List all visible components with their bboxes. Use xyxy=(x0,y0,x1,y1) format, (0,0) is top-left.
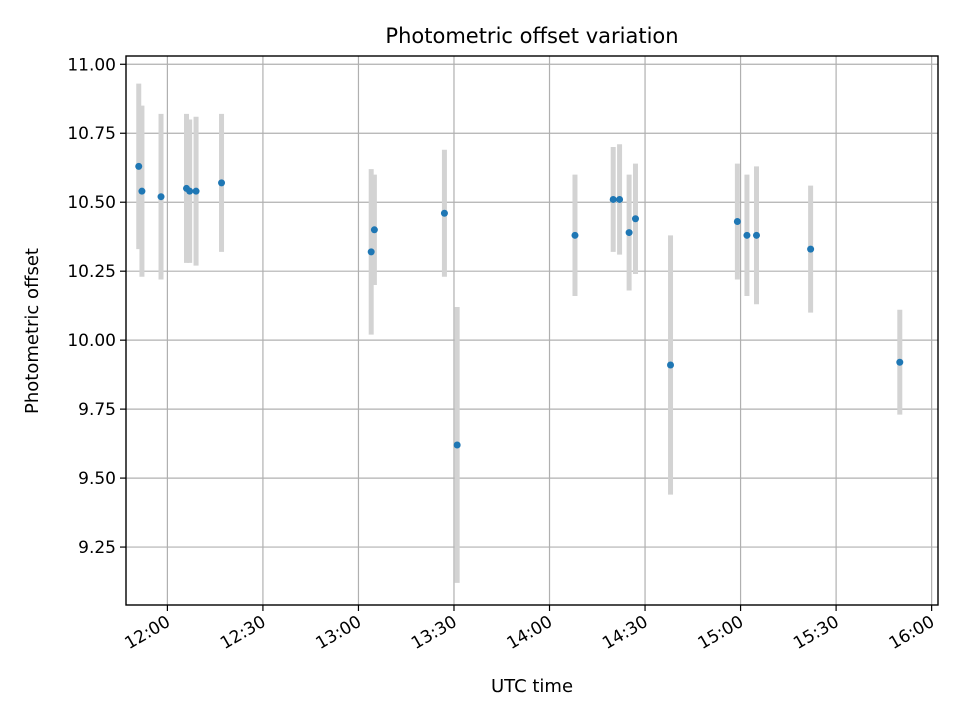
data-point xyxy=(631,215,639,223)
data-point xyxy=(157,193,165,201)
data-point xyxy=(625,229,633,237)
point-layer xyxy=(135,162,904,449)
data-point xyxy=(135,162,143,170)
y-tick-label: 10.75 xyxy=(67,124,116,144)
data-point xyxy=(743,231,751,239)
y-tick-label: 9.75 xyxy=(78,400,116,420)
data-point xyxy=(571,231,579,239)
data-point xyxy=(896,358,904,366)
data-point xyxy=(186,187,194,195)
data-point xyxy=(138,187,146,195)
data-point xyxy=(192,187,200,195)
data-point xyxy=(453,441,461,449)
plot-frame xyxy=(125,55,939,606)
data-point xyxy=(218,179,226,187)
chart-title: Photometric offset variation xyxy=(385,24,678,48)
grid-layer xyxy=(126,56,938,605)
y-tick-label: 10.50 xyxy=(67,193,116,213)
data-point xyxy=(733,218,741,226)
data-point xyxy=(370,226,378,234)
x-axis-title: UTC time xyxy=(491,676,573,697)
data-point xyxy=(367,248,375,256)
data-point xyxy=(667,361,675,369)
data-point xyxy=(807,245,815,253)
data-point xyxy=(609,195,617,203)
data-point xyxy=(616,195,624,203)
y-tick-label: 9.50 xyxy=(78,469,116,489)
y-tick-label: 11.00 xyxy=(67,55,116,75)
y-tick-label: 9.25 xyxy=(78,538,116,558)
y-axis-title: Photometric offset xyxy=(22,248,43,414)
data-point xyxy=(752,231,760,239)
data-point xyxy=(440,209,448,217)
y-tick-label: 10.00 xyxy=(67,331,116,351)
y-tick-label: 10.25 xyxy=(67,262,116,282)
